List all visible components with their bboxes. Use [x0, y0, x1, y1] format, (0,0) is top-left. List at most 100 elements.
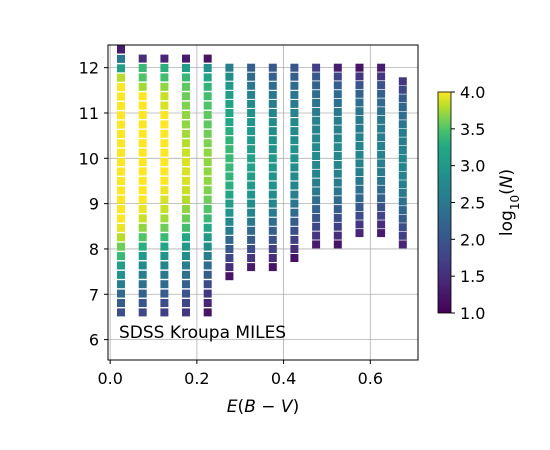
heatmap-cell [268, 127, 277, 136]
heatmap-cell [138, 205, 147, 213]
heatmap-cell [333, 240, 342, 249]
heatmap-cell [160, 92, 169, 101]
heatmap-cell [377, 133, 386, 142]
heatmap-cell [225, 254, 234, 262]
heatmap-cell [138, 214, 147, 223]
heatmap-cell [312, 169, 321, 178]
heatmap-cell [225, 145, 234, 154]
y-tick-label: 11 [79, 104, 99, 123]
heatmap-cell [333, 116, 342, 125]
heatmap-cell [247, 199, 256, 208]
heatmap-cell [225, 163, 234, 172]
heatmap-cell [182, 214, 190, 223]
heatmap-cell [203, 73, 212, 82]
heatmap-cell [398, 137, 407, 146]
heatmap-cell [247, 127, 256, 136]
heatmap-cell [160, 82, 169, 91]
heatmap-cell [290, 254, 299, 262]
heatmap-cell [117, 223, 125, 232]
heatmap-cell [377, 72, 386, 81]
heatmap-cell [182, 148, 190, 157]
heatmap-cell [160, 205, 169, 213]
heatmap-cell [225, 217, 234, 226]
heatmap-cell [203, 101, 212, 110]
heatmap-cell [268, 208, 277, 217]
heatmap-cell [268, 118, 277, 127]
heatmap-cell [225, 272, 234, 281]
heatmap-cell [117, 64, 125, 73]
heatmap-cell [225, 181, 234, 190]
heatmap-cell [355, 159, 364, 168]
heatmap-cell [138, 120, 147, 129]
heatmap-cell [138, 82, 147, 91]
heatmap-cell [182, 73, 190, 82]
heatmap-cell [203, 82, 212, 91]
heatmap-cell [268, 154, 277, 163]
heatmap-cell [312, 152, 321, 160]
heatmap-cell [290, 90, 299, 99]
heatmap-cell [182, 82, 190, 91]
heatmap-cell [160, 129, 169, 138]
heatmap-cell [182, 299, 190, 307]
heatmap-cell [333, 99, 342, 107]
heatmap-cell [333, 222, 342, 231]
heatmap-cell [138, 252, 147, 260]
heatmap-cell [117, 205, 125, 214]
heatmap-cell [290, 109, 299, 117]
heatmap-cell [398, 94, 407, 103]
dataset-annotation: SDSS Kroupa MILES [119, 323, 286, 343]
x-tick-label: 0.2 [184, 369, 209, 388]
heatmap-cell [290, 81, 299, 90]
heatmap-cell [182, 195, 190, 204]
heatmap-cell [247, 72, 256, 81]
heatmap-cell [138, 308, 147, 317]
heatmap-cell [138, 289, 147, 298]
heatmap-cell [290, 208, 299, 217]
heatmap-cell [312, 160, 321, 169]
heatmap-cell [225, 99, 234, 108]
x-tick-label: 0.6 [358, 369, 383, 388]
heatmap-cell [268, 145, 277, 154]
heatmap-cell [290, 172, 299, 181]
heatmap-cell [160, 252, 169, 260]
heatmap-cell [160, 73, 169, 82]
heatmap-cell [117, 242, 125, 251]
colorbar-tick-label: 4.0 [460, 83, 485, 102]
heatmap-cell [247, 63, 256, 72]
heatmap-cell [225, 63, 234, 72]
heatmap-cell [203, 205, 212, 213]
heatmap-cell [117, 83, 125, 92]
heatmap-cell [160, 289, 169, 298]
heatmap-cell [355, 124, 364, 133]
heatmap-cell [247, 263, 256, 272]
heatmap-cell [117, 92, 125, 101]
heatmap-cell [398, 163, 407, 172]
heatmap-cell [398, 85, 407, 94]
heatmap-cell [182, 280, 190, 289]
heatmap-cell [268, 163, 277, 172]
heatmap-cell [355, 168, 364, 177]
heatmap-cell [290, 245, 299, 253]
heatmap-cell [312, 205, 321, 214]
heatmap-cell [268, 254, 277, 262]
heatmap-cell [377, 150, 386, 159]
heatmap-cell [160, 64, 169, 72]
x-tick-label: 0.0 [97, 369, 122, 388]
heatmap-cell [117, 167, 125, 176]
heatmap-cell [355, 229, 364, 238]
heatmap-cell [182, 308, 190, 317]
heatmap-cell [203, 64, 212, 72]
heatmap-cell [355, 81, 364, 90]
heatmap-cell [333, 231, 342, 240]
heatmap-cell [160, 176, 169, 185]
heatmap-cell [117, 54, 125, 63]
heatmap-cell [160, 54, 169, 63]
heatmap-cell [398, 103, 407, 111]
heatmap-cell [290, 181, 299, 190]
heatmap-cell [312, 240, 321, 249]
heatmap-cell [182, 205, 190, 213]
heatmap-cell [247, 235, 256, 244]
heatmap-cell [117, 289, 125, 298]
heatmap-cell [290, 145, 299, 154]
heatmap-cell [138, 129, 147, 138]
